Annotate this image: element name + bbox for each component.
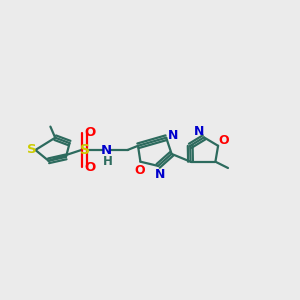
Text: N: N — [101, 143, 112, 157]
Text: N: N — [155, 168, 165, 181]
Text: S: S — [80, 143, 90, 157]
Text: N: N — [194, 125, 204, 138]
Text: O: O — [219, 134, 230, 147]
Text: O: O — [85, 126, 96, 139]
Text: O: O — [134, 164, 145, 177]
Text: N: N — [168, 129, 178, 142]
Text: O: O — [85, 161, 96, 174]
Text: H: H — [103, 155, 113, 168]
Text: S: S — [27, 143, 37, 156]
